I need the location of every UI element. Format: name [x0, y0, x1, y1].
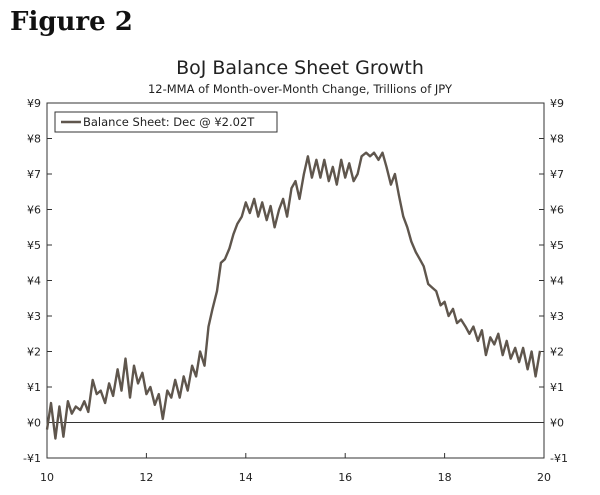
y-tick-label-right: ¥1 [550, 381, 564, 394]
y-tick-label-right: ¥0 [550, 417, 564, 430]
y-tick-label-right: -¥1 [550, 452, 568, 465]
x-tick-label: 18 [438, 471, 452, 484]
y-tick-label-left: ¥9 [27, 97, 41, 110]
x-tick-label: 16 [338, 471, 352, 484]
right-axis: -¥1 ¥0 ¥1 ¥2 ¥3 ¥4 ¥5 ¥6 ¥7 ¥8 ¥9 [539, 97, 568, 465]
y-tick-label-left: ¥7 [27, 168, 41, 181]
chart-title: BoJ Balance Sheet Growth [176, 57, 424, 79]
y-tick-label-left: ¥0 [27, 417, 41, 430]
y-tick-label-left: ¥4 [27, 275, 41, 288]
y-tick-label-left: ¥5 [27, 239, 41, 252]
x-tick-label: 10 [40, 471, 54, 484]
figure-label: Figure 2 [10, 7, 133, 37]
y-tick-label-left: ¥6 [27, 204, 41, 217]
x-tick-label: 14 [239, 471, 253, 484]
legend: Balance Sheet: Dec @ ¥2.02T [54, 111, 278, 133]
y-tick-label-right: ¥5 [550, 239, 564, 252]
y-tick-label-right: ¥6 [550, 204, 564, 217]
legend-label: Balance Sheet: Dec @ ¥2.02T [83, 115, 255, 129]
x-tick-label: 12 [139, 471, 153, 484]
left-axis: -¥1 ¥0 ¥1 ¥2 ¥3 ¥4 ¥5 ¥6 ¥7 ¥8 ¥9 [23, 97, 52, 465]
y-tick-label-left: ¥1 [27, 381, 41, 394]
y-tick-label-left: ¥8 [27, 133, 41, 146]
x-tick-label: 20 [537, 471, 551, 484]
chart-subtitle: 12-MMA of Month-over-Month Change, Trill… [147, 82, 453, 96]
y-tick-label-right: ¥3 [550, 310, 564, 323]
x-axis: 10 12 14 16 18 20 [40, 453, 551, 484]
plot-frame [46, 102, 545, 459]
legend-box [54, 111, 278, 133]
y-tick-label-left: ¥3 [27, 310, 41, 323]
y-tick-label-right: ¥2 [550, 346, 564, 359]
y-tick-label-left: ¥2 [27, 346, 41, 359]
y-tick-label-right: ¥8 [550, 133, 564, 146]
y-tick-label-right: ¥7 [550, 168, 564, 181]
y-tick-label-left: -¥1 [23, 452, 41, 465]
balance-sheet-series-line [45, 151, 542, 440]
y-tick-label-right: ¥9 [550, 97, 564, 110]
y-tick-label-right: ¥4 [550, 275, 564, 288]
